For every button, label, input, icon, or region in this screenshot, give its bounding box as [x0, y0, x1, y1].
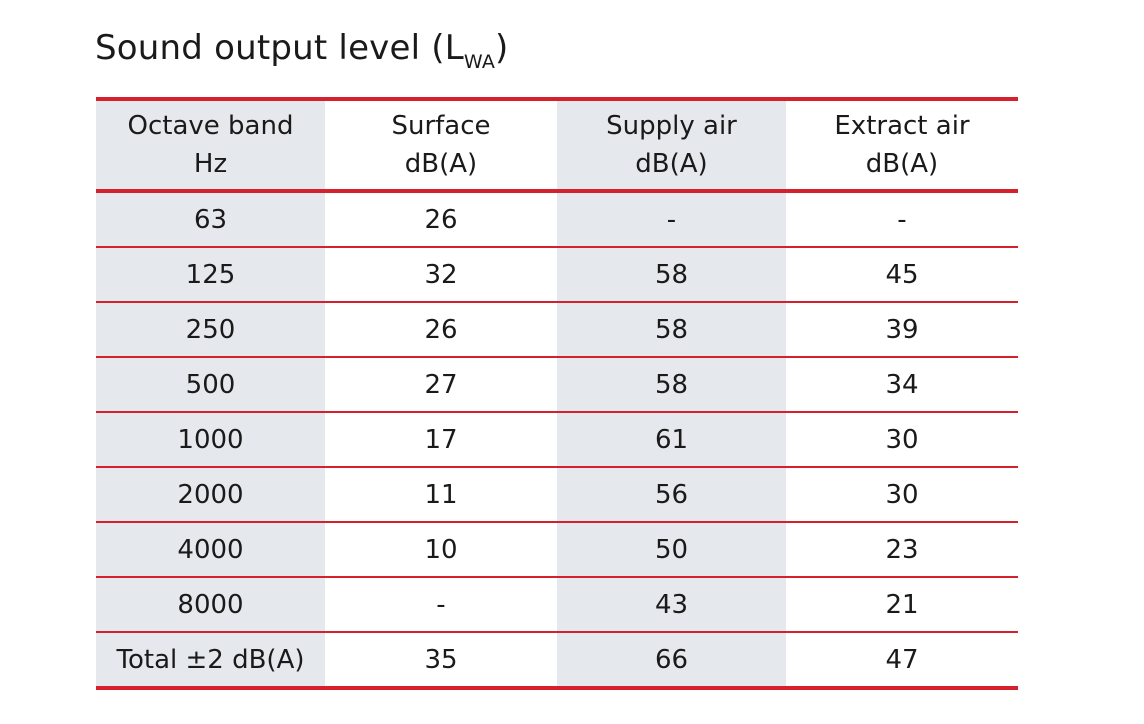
cell-surface: 10 — [424, 534, 458, 565]
cell-supply-air: 58 — [557, 247, 786, 302]
table-body: 63 26 - - 125 32 58 45 250 26 58 39 500 … — [96, 191, 1018, 688]
header-line: Surface — [391, 111, 491, 141]
header-extract-air: Extract air dB(A) — [786, 99, 1018, 191]
cell-octave-band: 500 — [96, 357, 325, 412]
cell-surface: 27 — [424, 369, 458, 400]
cell-octave-band: 250 — [96, 302, 325, 357]
header-line: Supply air — [606, 111, 737, 141]
table-row: 2000 11 56 30 — [96, 467, 1018, 522]
cell-octave-band: 1000 — [96, 412, 325, 467]
cell-supply-air: 56 — [557, 467, 786, 522]
cell-surface: 17 — [424, 424, 458, 455]
title-close: ) — [495, 28, 509, 68]
cell-octave-band: 4000 — [96, 522, 325, 577]
table-row: 1000 17 61 30 — [96, 412, 1018, 467]
cell-octave-band: 63 — [96, 191, 325, 247]
cell-extract-air: 23 — [885, 534, 919, 565]
cell-supply-air: 58 — [557, 357, 786, 412]
cell-supply-air: 61 — [557, 412, 786, 467]
header-unit: dB(A) — [865, 149, 939, 179]
cell-supply-air: 66 — [557, 632, 786, 688]
header-surface: Surface dB(A) — [325, 99, 557, 191]
cell-supply-air: 43 — [557, 577, 786, 632]
table-row: 63 26 - - — [96, 191, 1018, 247]
title-subscript: WA — [463, 51, 496, 73]
sound-level-table-container: Octave band Hz Surface dB(A) Supply air … — [96, 97, 1018, 690]
cell-total-label: Total ±2 dB(A) — [96, 632, 325, 688]
header-unit: Hz — [193, 149, 228, 179]
cell-octave-band: 2000 — [96, 467, 325, 522]
table-row-total: Total ±2 dB(A) 35 66 47 — [96, 632, 1018, 688]
table-row: 125 32 58 45 — [96, 247, 1018, 302]
header-line: Octave band — [127, 111, 294, 141]
header-line: Extract air — [834, 111, 970, 141]
sound-level-table: Octave band Hz Surface dB(A) Supply air … — [96, 97, 1018, 690]
cell-extract-air: 34 — [885, 369, 919, 400]
cell-extract-air: 45 — [885, 259, 919, 290]
table-row: 250 26 58 39 — [96, 302, 1018, 357]
cell-octave-band: 125 — [96, 247, 325, 302]
header-supply-air: Supply air dB(A) — [557, 99, 786, 191]
cell-surface: 26 — [424, 204, 458, 235]
cell-octave-band: 8000 — [96, 577, 325, 632]
cell-extract-air: 30 — [885, 479, 919, 510]
header-unit: dB(A) — [635, 149, 708, 179]
table-row: 500 27 58 34 — [96, 357, 1018, 412]
header-unit: dB(A) — [404, 149, 478, 179]
cell-surface: 26 — [424, 314, 458, 345]
cell-extract-air: 30 — [885, 424, 919, 455]
cell-surface: 35 — [424, 644, 458, 675]
cell-extract-air: 21 — [885, 589, 919, 620]
table-row: 8000 - 43 21 — [96, 577, 1018, 632]
table-header-row: Octave band Hz Surface dB(A) Supply air … — [96, 99, 1018, 191]
cell-surface: - — [436, 589, 446, 620]
cell-extract-air: 39 — [885, 314, 919, 345]
cell-supply-air: - — [557, 191, 786, 247]
cell-surface: 11 — [424, 479, 458, 510]
cell-extract-air: - — [897, 204, 907, 235]
page-title: Sound output level (LWA) — [95, 28, 509, 73]
table-row: 4000 10 50 23 — [96, 522, 1018, 577]
cell-supply-air: 50 — [557, 522, 786, 577]
title-main: Sound output level (L — [95, 28, 464, 68]
cell-surface: 32 — [424, 259, 458, 290]
cell-supply-air: 58 — [557, 302, 786, 357]
cell-extract-air: 47 — [885, 644, 919, 675]
header-octave-band: Octave band Hz — [96, 99, 325, 191]
